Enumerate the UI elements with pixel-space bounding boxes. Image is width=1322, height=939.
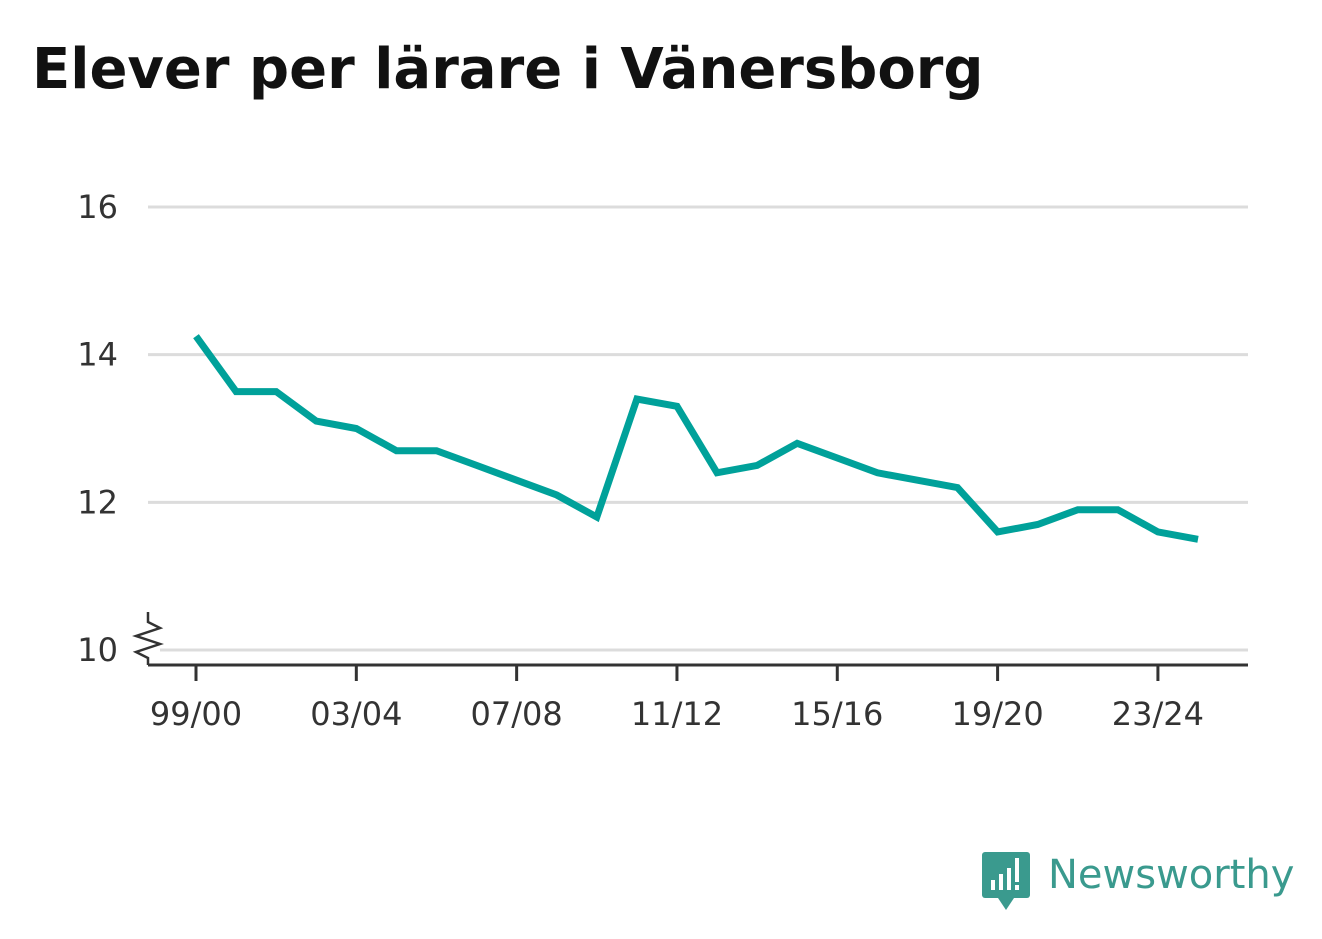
series-line bbox=[193, 334, 1199, 543]
newsworthy-logo-icon bbox=[982, 852, 1030, 910]
brand-logo: Newsworthy bbox=[980, 848, 1300, 912]
x-tick-label: 99/00 bbox=[150, 695, 242, 733]
x-tick-label: 07/08 bbox=[471, 695, 563, 733]
grid-lines bbox=[148, 205, 1248, 652]
tick-labels: 10 12 14 16 99/00 03/04 07/08 11/12 15/16 19/20 23… bbox=[77, 188, 1204, 733]
x-tick-label: 23/24 bbox=[1112, 695, 1204, 733]
y-tick-label: 10 bbox=[77, 631, 118, 669]
chart-title: Elever per lärare i Vänersborg bbox=[32, 37, 984, 102]
y-tick-label: 16 bbox=[77, 188, 118, 226]
axes bbox=[132, 612, 1248, 681]
y-tick-label: 12 bbox=[77, 483, 118, 521]
x-tick-label: 03/04 bbox=[310, 695, 402, 733]
axis-break-mark bbox=[132, 612, 164, 665]
brand-name: Newsworthy bbox=[1048, 852, 1295, 898]
x-tick-label: 15/16 bbox=[791, 695, 883, 733]
series bbox=[193, 334, 1199, 543]
y-tick-label: 14 bbox=[77, 336, 118, 374]
x-tick-label: 11/12 bbox=[631, 695, 723, 733]
x-tick-label: 19/20 bbox=[951, 695, 1043, 733]
